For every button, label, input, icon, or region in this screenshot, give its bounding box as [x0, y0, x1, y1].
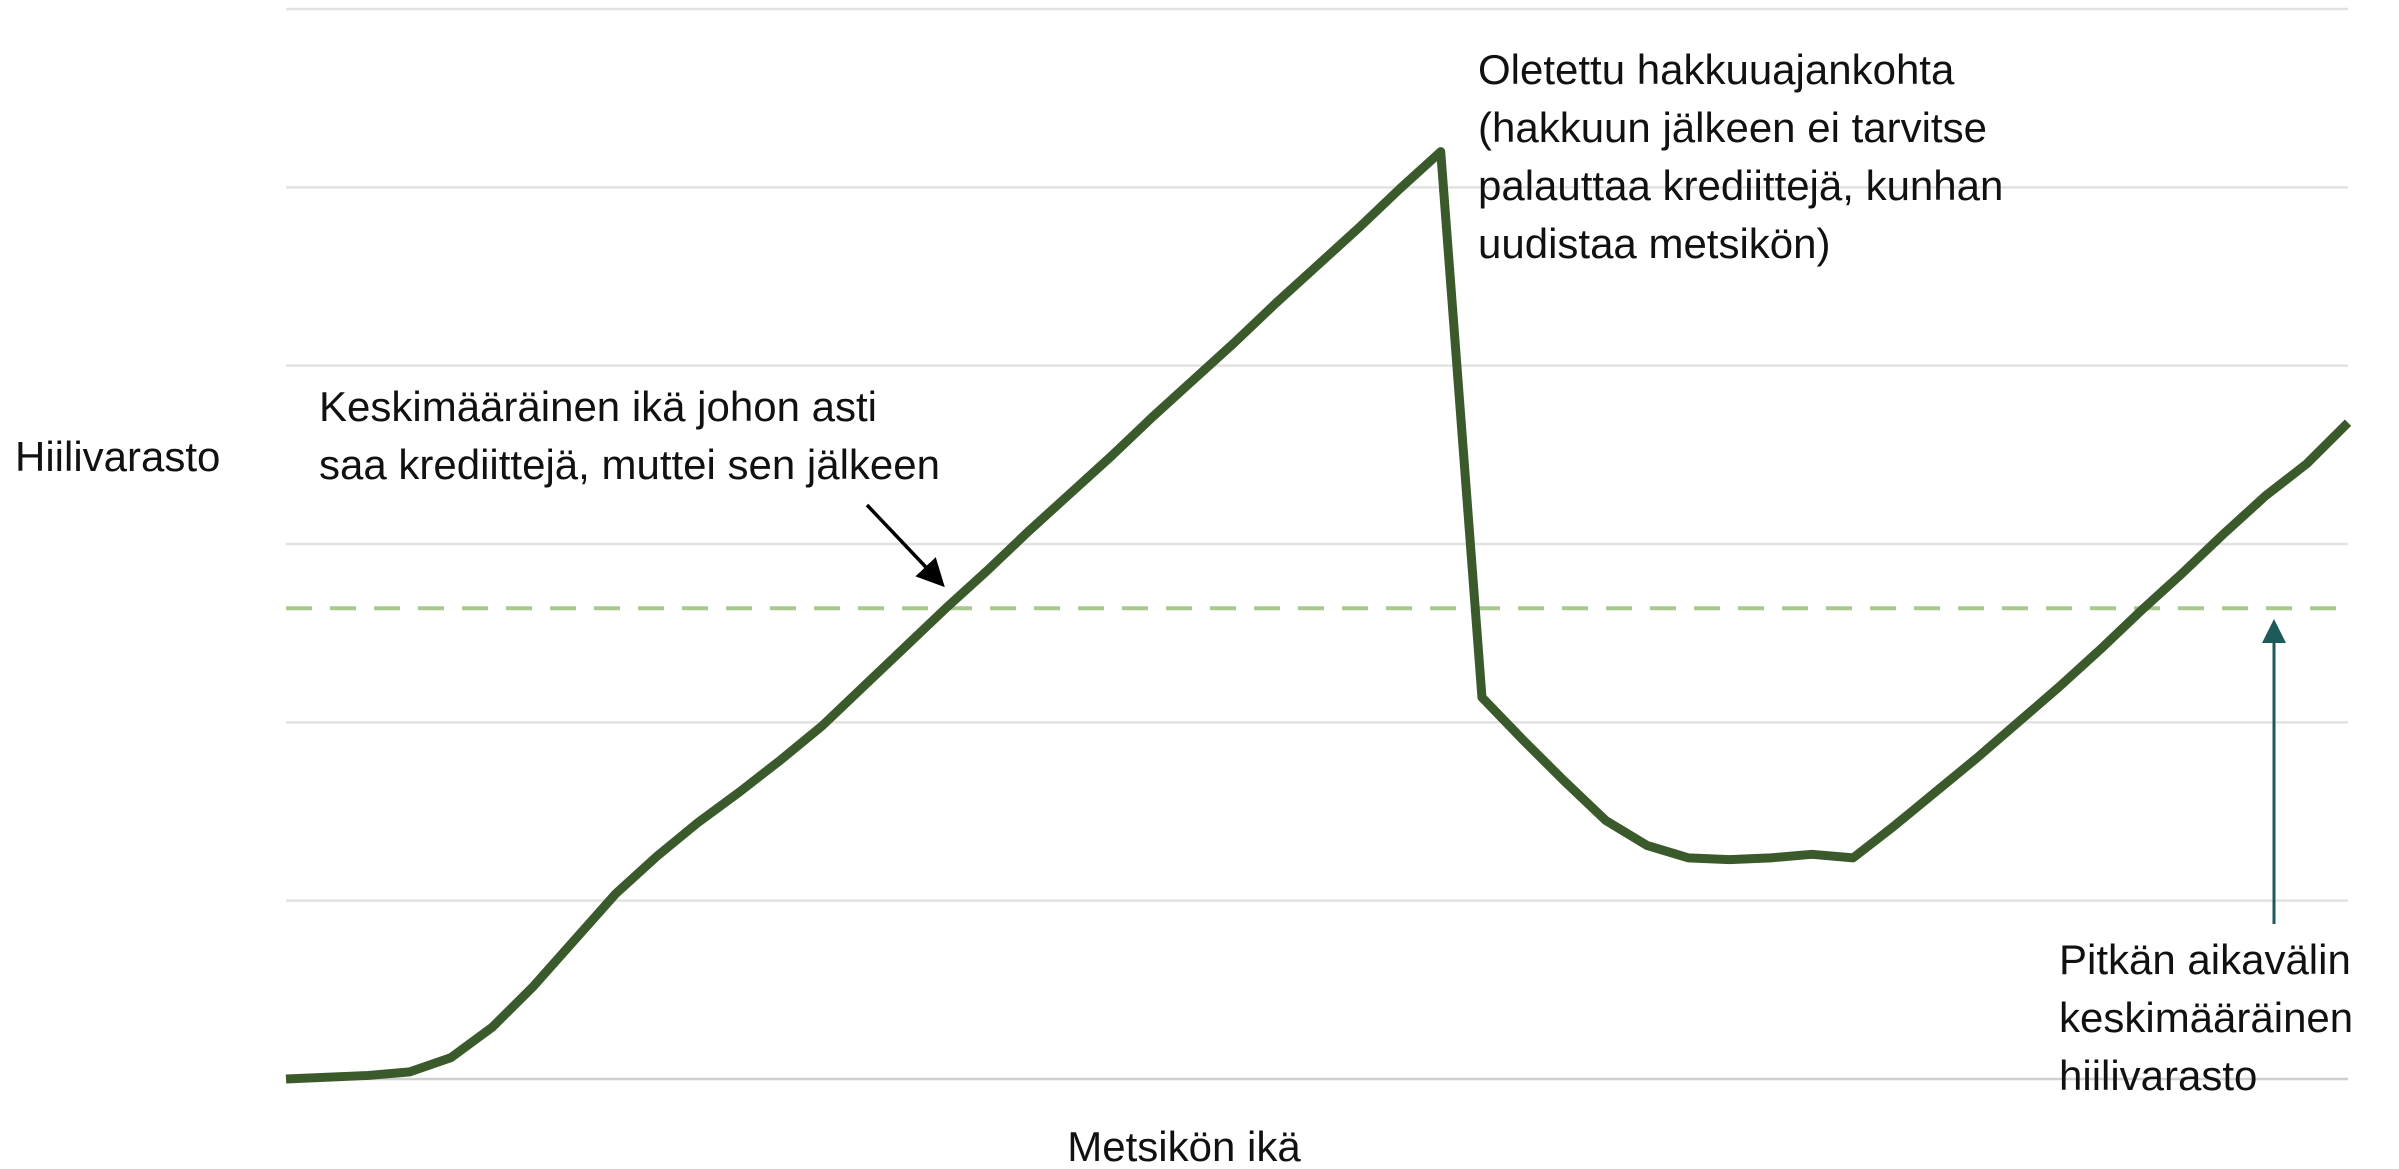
- grid: [286, 7, 2348, 1081]
- annotation-text: hiilivarasto: [2059, 1052, 2257, 1099]
- annotation-text: Keskimääräinen ikä johon asti: [319, 383, 877, 430]
- annotation-text: Oletettu hakkuuajankohta: [1478, 46, 1955, 93]
- annotation-text: uudistaa metsikön): [1478, 220, 1831, 267]
- annotations: Oletettu hakkuuajankohta (hakkuun jälkeen…: [319, 46, 2353, 1099]
- plot: [285, 147, 2352, 1084]
- data-line: [285, 147, 2352, 1084]
- annotation-text: Pitkän aikavälin: [2059, 936, 2351, 983]
- annotation-text: saa krediittejä, muttei sen jälkeen: [319, 441, 940, 488]
- x-axis-label: Metsikön ikä: [1067, 1123, 1301, 1169]
- y-axis-label: Hiilivarasto: [15, 433, 220, 480]
- annotation-text: (hakkuun jälkeen ei tarvitse: [1478, 104, 1987, 151]
- annotation-text: palauttaa krediittejä, kunhan: [1478, 162, 2003, 209]
- annotation-text: keskimääräinen: [2059, 994, 2353, 1041]
- annotation-arrow: [865, 503, 945, 588]
